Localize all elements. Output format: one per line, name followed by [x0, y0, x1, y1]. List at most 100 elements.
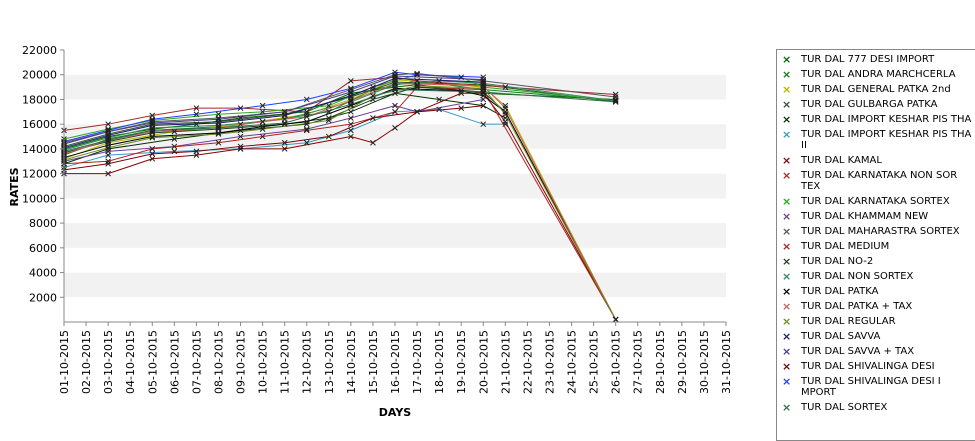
data-point	[480, 74, 487, 81]
data-point	[348, 101, 354, 108]
data-point	[458, 74, 465, 81]
legend-marker-icon: ×	[782, 375, 792, 388]
data-point	[237, 143, 244, 150]
legend-item: × TUR DAL GENERAL PATKA 2nd	[777, 84, 975, 95]
x-tick-label: 19-10-2015	[455, 330, 468, 394]
data-point	[149, 133, 156, 140]
data-point	[149, 155, 156, 162]
legend-marker-icon: ×	[782, 240, 792, 253]
x-tick-label: 18-10-2015	[433, 330, 446, 394]
data-point	[502, 121, 509, 128]
series-line	[63, 72, 616, 144]
legend-marker-icon: ×	[782, 225, 792, 238]
data-point	[303, 111, 310, 118]
legend-label: TUR DAL NO-2	[801, 256, 874, 267]
legend-item: × TUR DAL REGULAR	[777, 316, 975, 327]
x-tick-label: 02-10-2015	[80, 330, 93, 394]
y-tick-label: 18000	[22, 93, 57, 106]
data-point	[612, 316, 619, 323]
legend-item: × TUR DAL NO-2	[777, 256, 975, 267]
data-point	[480, 89, 487, 95]
data-point	[325, 108, 332, 115]
series-line	[63, 71, 484, 142]
data-point	[171, 148, 178, 155]
data-point	[193, 148, 200, 155]
x-tick-label: 27-10-2015	[632, 330, 645, 394]
data-point	[281, 139, 288, 146]
legend-marker-icon: ×	[782, 68, 792, 81]
y-tick-label: 22000	[22, 44, 57, 57]
data-point	[237, 115, 244, 121]
data-point	[348, 133, 354, 140]
x-tick-label: 03-10-2015	[102, 330, 115, 394]
legend-marker-icon: ×	[782, 113, 792, 126]
data-point	[149, 117, 156, 124]
data-point	[171, 136, 178, 142]
legend-label: TUR DAL 777 DESI IMPORT	[801, 54, 935, 65]
x-tick-label: 09-10-2015	[235, 330, 248, 394]
data-point	[392, 74, 398, 81]
data-point	[281, 120, 288, 126]
data-point	[215, 125, 222, 131]
data-point	[149, 134, 156, 141]
legend-marker-icon: ×	[782, 169, 792, 182]
x-tick-label: 24-10-2015	[566, 330, 579, 394]
grid-band	[64, 50, 726, 75]
data-point	[193, 105, 200, 111]
data-point	[105, 121, 111, 128]
x-tick-label: 14-10-2015	[345, 330, 358, 394]
data-point	[325, 115, 332, 121]
series-line	[63, 75, 484, 145]
legend-item: × TUR DAL KAMAL	[777, 155, 975, 166]
data-point	[303, 121, 310, 128]
x-tick-label: 05-10-2015	[146, 330, 159, 394]
legend-item: × TUR DAL IMPORT KESHAR PIS THA I	[777, 114, 975, 125]
legend-marker-icon: ×	[782, 285, 792, 298]
legend-label: TUR DAL PATKA	[801, 286, 879, 297]
x-tick-label: 20-10-2015	[477, 330, 490, 394]
legend-label: TUR DAL SAVVA	[801, 331, 881, 342]
grid-band	[64, 223, 726, 248]
y-tick-label: 14000	[22, 143, 57, 156]
legend-marker-icon: ×	[782, 83, 792, 96]
x-tick-label: 30-10-2015	[698, 330, 711, 394]
data-point	[281, 121, 288, 128]
legend-marker-icon: ×	[782, 210, 792, 223]
data-point	[105, 160, 111, 167]
data-point	[281, 108, 288, 115]
x-tick-label: 11-10-2015	[279, 330, 292, 394]
legend-marker-icon: ×	[782, 195, 792, 208]
x-tick-label: 23-10-2015	[543, 330, 556, 394]
legend-item: × TUR DAL 777 DESI IMPORT	[777, 54, 975, 65]
x-tick-label: 04-10-2015	[124, 330, 137, 394]
data-point	[259, 118, 266, 125]
y-tick-label: 20000	[22, 69, 57, 82]
legend-label: TUR DAL MEDIUM	[801, 241, 890, 252]
legend-item: × TUR DAL KHAMMAM NEW	[777, 211, 975, 222]
data-point	[348, 108, 354, 115]
legend-marker-icon: ×	[782, 154, 792, 167]
data-point	[325, 117, 332, 124]
data-point	[171, 143, 178, 150]
legend-item: × TUR DAL SHIVALINGA DESI I MPORT	[777, 376, 975, 398]
data-point	[414, 83, 420, 89]
data-point	[149, 151, 156, 157]
series-markers	[61, 69, 619, 323]
data-point	[281, 111, 288, 118]
legend-item: × TUR DAL PATKA	[777, 286, 975, 297]
data-point	[370, 139, 376, 146]
y-axis-ticks: 2000 4000 6000 8000 10000 12000 14000 16000 1800…	[22, 44, 64, 304]
legend-label: TUR DAL NON SORTEX	[801, 271, 914, 282]
legend-item: × TUR DAL SORTEX	[777, 402, 975, 413]
data-point	[612, 91, 619, 98]
legend-label: TUR DAL KAMAL	[801, 155, 882, 166]
series-line	[63, 87, 617, 320]
x-tick-label: 08-10-2015	[212, 330, 225, 394]
legend-item: × TUR DAL KARNATAKA NON SOR TEX	[777, 170, 975, 192]
data-point	[348, 121, 354, 128]
data-point	[105, 137, 111, 144]
data-point	[502, 84, 509, 90]
data-point	[414, 70, 420, 77]
legend-label: TUR DAL IMPORT KESHAR PIS THA II	[801, 129, 972, 151]
legend-label: TUR DAL GENERAL PATKA 2nd	[801, 84, 951, 95]
